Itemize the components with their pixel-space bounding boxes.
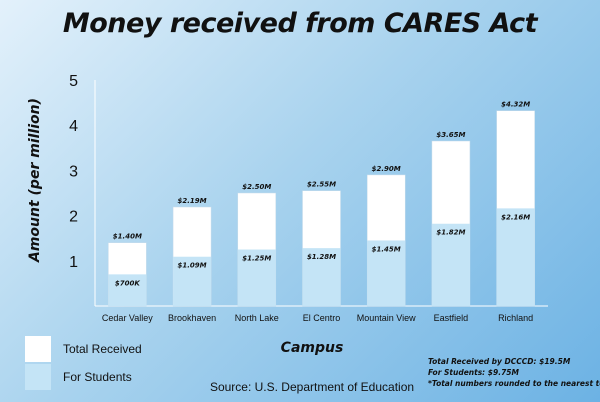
- bar-for-students: [431, 223, 470, 306]
- summary-notes: Total Received by DCCCD: $19.5M For Stud…: [428, 356, 600, 389]
- x-tick-label: North Lake: [235, 313, 279, 323]
- x-tick-label: Mountain View: [357, 313, 416, 323]
- y-tick-label: 1: [69, 254, 78, 271]
- data-label-total-received: $2.19M: [178, 197, 207, 205]
- note-for-students: For Students: $9.75M: [428, 368, 519, 377]
- legend-swatch-total-received: [25, 336, 51, 362]
- bar-for-students: [367, 240, 406, 306]
- bar-for-students: [496, 208, 535, 306]
- note-total-received: Total Received by DCCCD: $19.5M: [428, 357, 571, 366]
- data-label-total-received: $3.65M: [436, 131, 465, 139]
- y-tick-label: 5: [69, 73, 78, 90]
- note-rounding: *Total numbers rounded to the nearest te…: [428, 379, 600, 388]
- data-label-for-students: $2.16M: [501, 213, 530, 221]
- bar-for-students: [302, 248, 341, 306]
- x-tick-label: Cedar Valley: [102, 313, 153, 323]
- data-label-total-received: $2.50M: [242, 183, 271, 191]
- data-label-for-students: $1.09M: [178, 262, 207, 270]
- data-label-for-students: $1.25M: [242, 255, 271, 263]
- legend-label-for-students: For Students: [63, 370, 132, 384]
- data-label-for-students: $1.45M: [372, 245, 401, 253]
- legend-label-total-received: Total Received: [63, 342, 142, 356]
- y-tick-label: 3: [69, 163, 78, 180]
- y-tick-label: 4: [69, 118, 78, 135]
- bar-for-students: [108, 274, 147, 306]
- source-note: Source: U.S. Department of Education: [209, 380, 415, 394]
- x-tick-label: Eastfield: [434, 313, 469, 323]
- x-tick-label: Brookhaven: [168, 313, 216, 323]
- data-label-total-received: $2.55M: [307, 181, 336, 189]
- x-tick-label: El Centro: [303, 313, 341, 323]
- data-label-total-received: $4.32M: [501, 101, 530, 109]
- bar-for-students: [237, 249, 276, 306]
- legend-swatch-for-students: [25, 364, 51, 390]
- x-tick-label: Richland: [498, 313, 533, 323]
- chart-title: Money received from CARES Act: [62, 8, 538, 39]
- x-axis-label: Campus: [280, 340, 344, 356]
- data-label-for-students: $700K: [115, 279, 140, 287]
- bar-for-students: [173, 256, 212, 306]
- data-label-for-students: $1.28M: [307, 253, 336, 261]
- data-label-for-students: $1.82M: [436, 229, 465, 237]
- y-tick-label: 2: [69, 209, 78, 226]
- data-label-total-received: $1.40M: [113, 233, 142, 241]
- data-label-total-received: $2.90M: [372, 165, 401, 173]
